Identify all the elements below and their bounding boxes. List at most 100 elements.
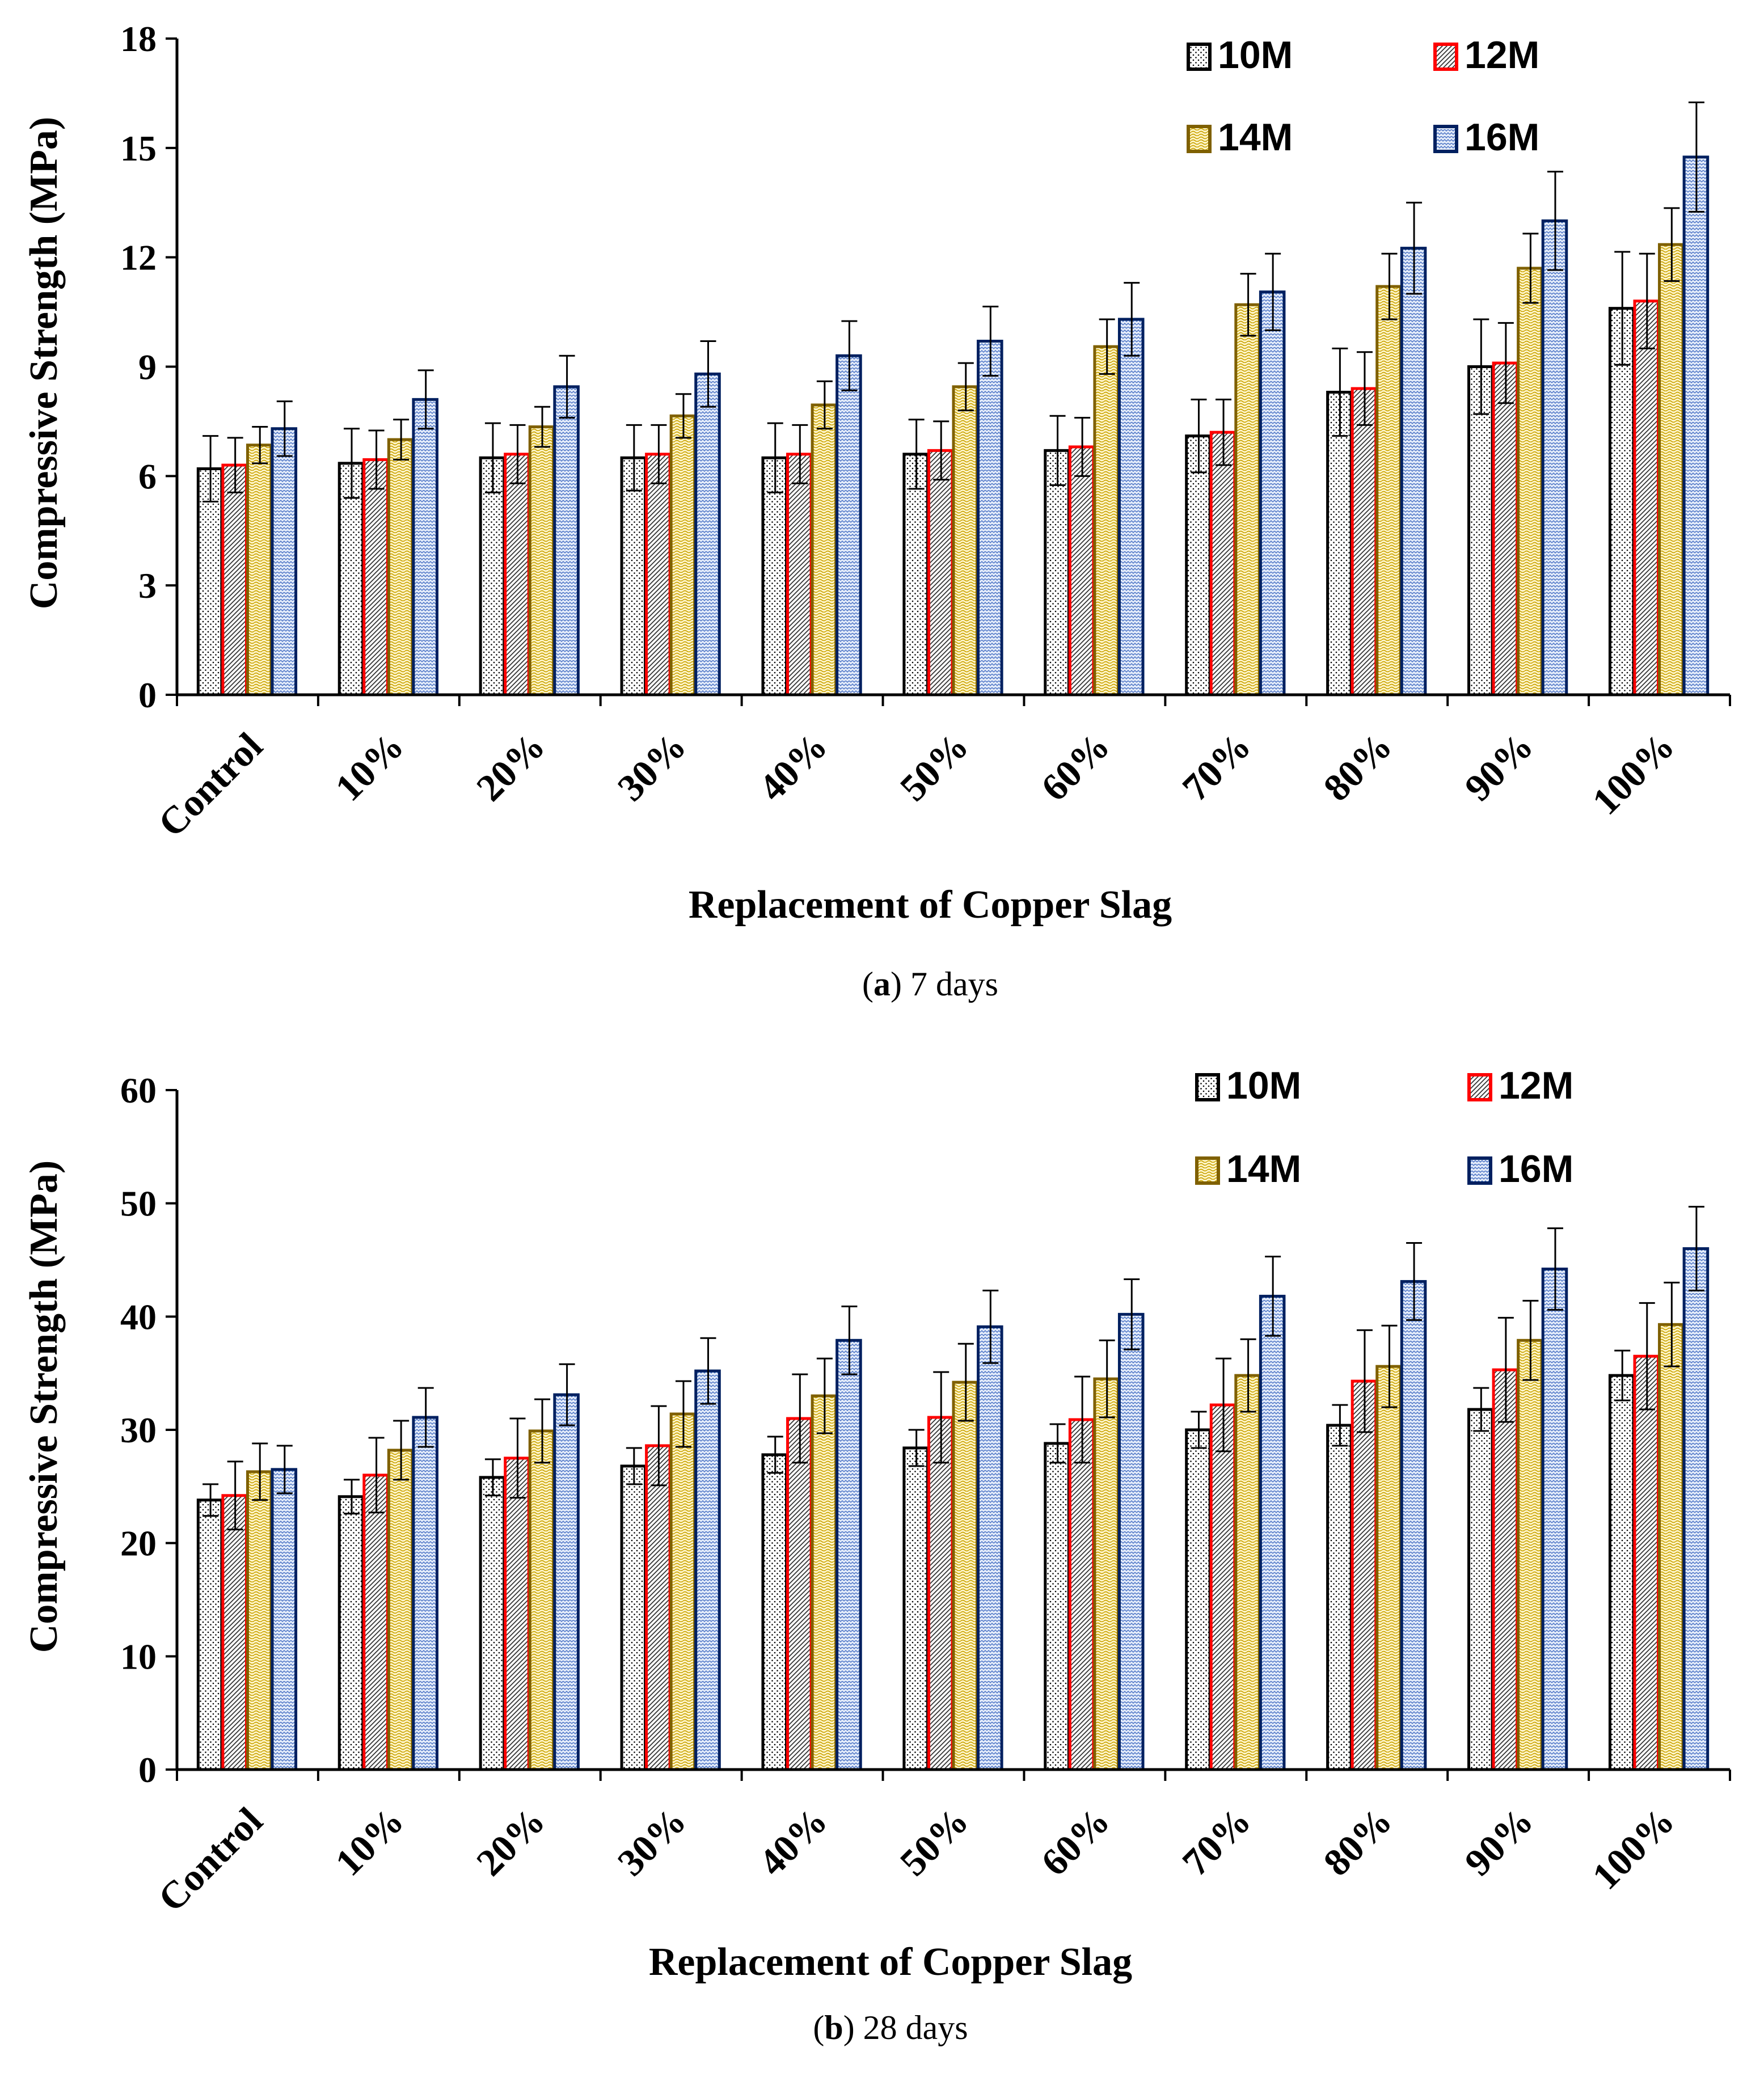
category-label: 10%: [327, 724, 412, 809]
bar: [620, 456, 647, 696]
chart-7-days: Compressive Strength (MPa) 0 3 6 9 12 15 18 Co…: [22, 19, 1731, 1003]
bar: [761, 456, 788, 696]
bar: [1209, 430, 1237, 696]
bar: [811, 1394, 838, 1771]
bar: [835, 1339, 862, 1771]
bar: [1682, 1247, 1710, 1771]
bar: [553, 385, 580, 696]
y-tick-label: 3: [138, 565, 157, 606]
bar: [479, 1476, 506, 1771]
bar: [387, 1449, 414, 1771]
bar: [362, 458, 389, 696]
bar: [1093, 345, 1120, 696]
caption-rest: ) 7 days: [891, 965, 998, 1003]
bar: [412, 398, 438, 696]
legend-swatch: [1467, 1156, 1492, 1185]
category-label: 70%: [1174, 1799, 1259, 1884]
legend-swatch: [1467, 1073, 1492, 1101]
category-label: 100%: [1584, 1799, 1682, 1898]
bar: [504, 453, 530, 696]
bar: [1068, 1418, 1095, 1771]
bar: [1541, 1267, 1568, 1771]
caption-letter: a: [873, 965, 891, 1003]
bar: [387, 438, 414, 696]
bar: [1517, 1339, 1543, 1771]
chart-caption: (b) 28 days: [813, 2009, 968, 2046]
bar: [1492, 1368, 1519, 1771]
legend-label: 10M: [1226, 1064, 1301, 1107]
bar: [221, 463, 248, 696]
bar: [1259, 290, 1286, 696]
legend-swatch: [1187, 125, 1212, 153]
y-tick-label: 15: [120, 128, 157, 168]
category-label: 30%: [609, 724, 694, 809]
bar: [952, 1380, 979, 1771]
bar: [479, 456, 506, 696]
y-tick-label: 0: [138, 675, 157, 715]
bar: [528, 425, 555, 696]
bar: [927, 1416, 954, 1771]
category-label: 20%: [468, 724, 553, 809]
category-label: 80%: [1315, 1799, 1400, 1884]
legend-label: 16M: [1499, 1147, 1573, 1190]
bar: [694, 1369, 721, 1771]
bar: [1400, 247, 1427, 696]
error-bars: [202, 1206, 1704, 1531]
bar: [1234, 303, 1261, 696]
legend: 10M 12M 14M 16M: [1195, 1064, 1573, 1190]
category-label: 60%: [1033, 724, 1118, 809]
bar: [528, 1429, 555, 1771]
bar: [1633, 1354, 1660, 1771]
legend-label: 14M: [1226, 1147, 1301, 1190]
bar: [221, 1494, 248, 1771]
bar: [1467, 1408, 1494, 1771]
bar: [246, 1470, 273, 1771]
legend-label: 16M: [1465, 116, 1539, 159]
y-axis: 0 10 20 30 40 50 60: [120, 1070, 177, 1790]
legend-label: 12M: [1499, 1064, 1573, 1107]
bar: [271, 427, 298, 696]
category-label: 10%: [327, 1799, 412, 1884]
bar: [1259, 1294, 1286, 1771]
legend-swatch: [1195, 1073, 1220, 1101]
legend-swatch: [1433, 43, 1458, 71]
bar: [977, 340, 1003, 696]
category-label: Control: [150, 1799, 271, 1920]
bar: [1117, 1312, 1145, 1771]
bar: [786, 1417, 813, 1771]
bar: [1326, 1424, 1353, 1771]
y-tick-label: 12: [120, 238, 157, 278]
category-label: 60%: [1033, 1799, 1118, 1884]
bar: [1658, 243, 1685, 696]
y-axis: 0 3 6 9 12 15 18: [120, 19, 177, 715]
category-label: 100%: [1584, 724, 1682, 823]
bar: [761, 1453, 788, 1771]
bar: [645, 1444, 672, 1771]
legend: 10M 12M 14M 16M: [1187, 33, 1539, 159]
category-label: 50%: [892, 1799, 977, 1884]
category-label: 40%: [750, 724, 835, 809]
bar: [504, 1456, 530, 1771]
y-tick-label: 20: [120, 1523, 157, 1564]
bar: [1658, 1323, 1685, 1771]
bar: [1234, 1374, 1261, 1771]
y-tick-label: 30: [120, 1410, 157, 1450]
bar: [412, 1416, 438, 1771]
bar: [927, 449, 954, 696]
bar: [835, 354, 862, 696]
bar: [1375, 285, 1402, 696]
bar: [694, 372, 721, 696]
category-label: 50%: [892, 724, 977, 809]
bar: [669, 414, 697, 696]
y-axis-title: Compressive Strength (MPa): [22, 1160, 66, 1653]
bar: [1375, 1365, 1402, 1771]
category-label: 30%: [609, 1799, 694, 1884]
chart-caption: (a) 7 days: [862, 965, 998, 1003]
error-bars: [202, 101, 1704, 503]
bar: [1682, 155, 1710, 696]
bar: [337, 1495, 365, 1771]
caption-rest: ) 28 days: [843, 2009, 968, 2046]
y-tick-label: 60: [120, 1070, 157, 1111]
chart-28-days: Compressive Strength (MPa) 0 10 20 30 40 50 60…: [22, 1064, 1731, 2046]
category-label: 40%: [750, 1799, 835, 1884]
